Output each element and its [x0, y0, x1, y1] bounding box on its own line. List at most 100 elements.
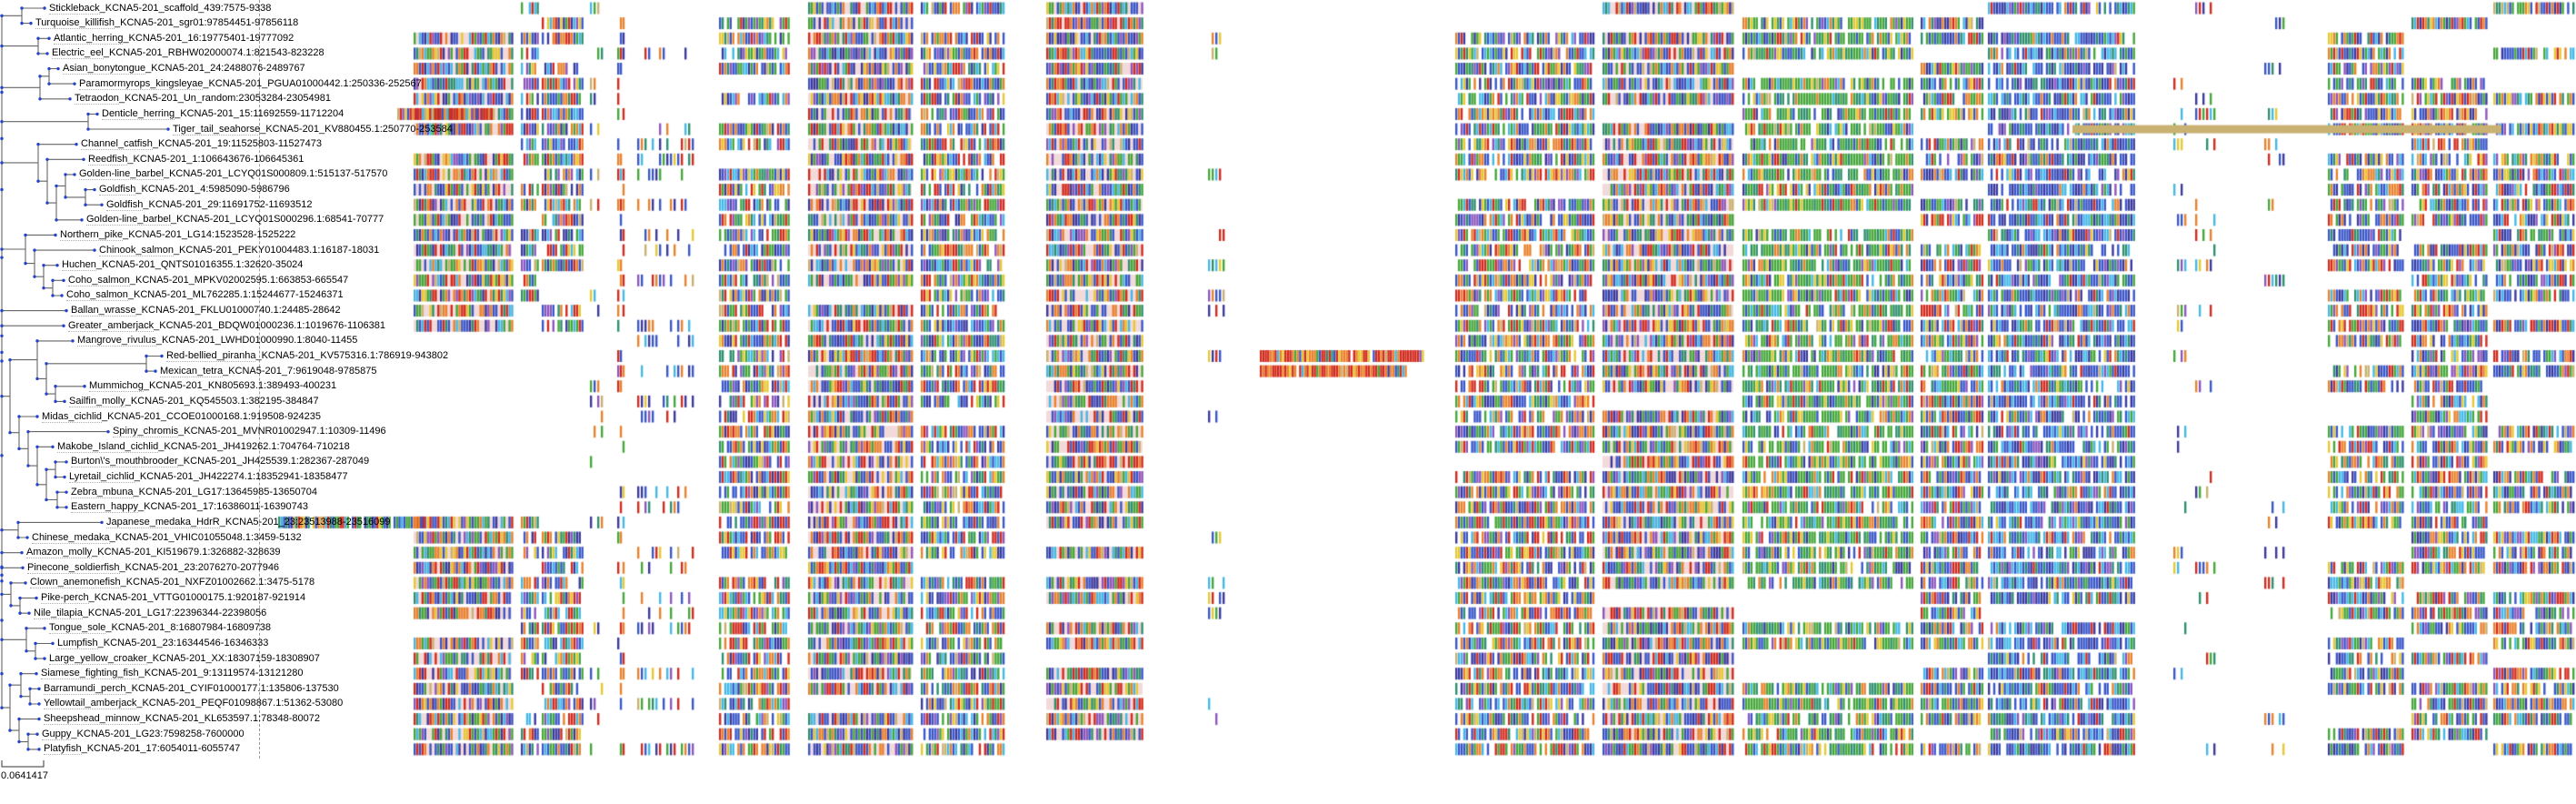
leaf-node-dot[interactable]	[73, 173, 76, 176]
internal-node-dot[interactable]	[45, 497, 48, 502]
internal-node-dot[interactable]	[36, 179, 40, 183]
internal-node-dot[interactable]	[35, 445, 39, 448]
leaf-node-dot[interactable]	[55, 264, 59, 267]
leaf-label[interactable]: Midas_cichlid_KCNA5-201_CCOE01000168.1:9…	[42, 410, 321, 423]
leaf-node-dot[interactable]	[25, 536, 29, 539]
species-name[interactable]: Japanese_medaka_HdrR	[106, 516, 220, 528]
internal-node-dot[interactable]	[0, 308, 4, 313]
internal-node-dot[interactable]	[35, 483, 39, 487]
leaf-label[interactable]: Clown_anemonefish_KCNA5-201_NXFZ01002662…	[30, 577, 315, 589]
internal-node-dot[interactable]	[8, 683, 12, 687]
internal-node-dot[interactable]	[0, 579, 4, 583]
internal-node-dot[interactable]	[19, 672, 23, 676]
leaf-node-dot[interactable]	[29, 21, 33, 25]
species-name[interactable]: Barramundi_perch	[44, 682, 126, 695]
internal-node-dot[interactable]	[0, 528, 4, 532]
internal-node-dot[interactable]	[0, 334, 4, 337]
leaf-node-dot[interactable]	[37, 702, 41, 706]
leaf-label[interactable]: Turquoise_killifish_KCNA5-201_sgr01:9785…	[35, 17, 298, 30]
species-name[interactable]: Clown_anemonefish	[30, 577, 121, 589]
internal-node-dot[interactable]	[55, 490, 59, 494]
species-name[interactable]: Asian_bonytongue	[63, 63, 146, 75]
internal-node-dot[interactable]	[17, 717, 21, 721]
species-name[interactable]: Coho_salmon	[66, 289, 128, 302]
internal-node-dot[interactable]	[35, 377, 39, 381]
species-name[interactable]: Siamese_fighting_fish	[41, 668, 139, 680]
internal-node-dot[interactable]	[51, 278, 55, 283]
species-name[interactable]: Zebra_mbuna	[71, 486, 134, 498]
internal-node-dot[interactable]	[34, 641, 37, 646]
leaf-node-dot[interactable]	[71, 339, 75, 343]
leaf-node-dot[interactable]	[106, 429, 110, 434]
leaf-label[interactable]: Mangrove_rivulus_KCNA5-201_LWHD01000990.…	[77, 335, 357, 347]
leaf-label[interactable]: Goldfish_KCNA5-201_29:11691752-11693512	[106, 198, 313, 211]
internal-node-dot[interactable]	[145, 354, 148, 358]
leaf-label[interactable]: Spiny_chromis_KCNA5-201_MVNR01002947.1:1…	[113, 426, 386, 438]
internal-node-dot[interactable]	[0, 394, 4, 398]
species-name[interactable]: Amazon_molly	[26, 547, 93, 559]
leaf-label[interactable]: Northern_pike_KCNA5-201_LG14:1523528-152…	[60, 228, 295, 241]
internal-node-dot[interactable]	[54, 399, 57, 404]
species-name[interactable]: Midas_cichlid	[42, 410, 103, 423]
leaf-node-dot[interactable]	[24, 581, 27, 585]
internal-node-dot[interactable]	[0, 324, 4, 327]
internal-node-dot[interactable]	[55, 184, 58, 188]
leaf-node-dot[interactable]	[65, 506, 68, 509]
internal-node-dot[interactable]	[45, 201, 49, 205]
leaf-node-dot[interactable]	[43, 6, 46, 10]
leaf-label[interactable]: Eastern_happy_KCNA5-201_17:16386011-1639…	[71, 501, 308, 514]
internal-node-dot[interactable]	[0, 550, 4, 555]
leaf-node-dot[interactable]	[56, 66, 60, 71]
internal-node-dot[interactable]	[20, 21, 24, 25]
leaf-label[interactable]: Burton\'s_mouthbrooder_KCNA5-201_JH42553…	[71, 456, 369, 468]
species-name[interactable]: Nile_tilapia	[34, 607, 83, 619]
leaf-node-dot[interactable]	[166, 127, 170, 131]
internal-node-dot[interactable]	[0, 592, 4, 597]
leaf-node-dot[interactable]	[27, 611, 31, 615]
leaf-node-dot[interactable]	[154, 369, 157, 373]
leaf-node-dot[interactable]	[35, 732, 39, 736]
leaf-node-dot[interactable]	[35, 596, 38, 600]
leaf-label[interactable]: Huchen_KCNA5-201_QNTS01016355.1:32620-35…	[62, 259, 303, 272]
species-name[interactable]: Goldfish	[99, 184, 136, 196]
internal-node-dot[interactable]	[34, 657, 37, 660]
leaf-node-dot[interactable]	[80, 218, 84, 222]
internal-node-dot[interactable]	[38, 97, 42, 101]
internal-node-dot[interactable]	[0, 120, 4, 124]
species-name[interactable]: Tongue_sole	[49, 622, 106, 635]
internal-node-dot[interactable]	[84, 203, 87, 206]
internal-node-dot[interactable]	[36, 142, 40, 146]
leaf-label[interactable]: Mummichog_KCNA5-201_KN805693.1:389493-40…	[89, 380, 336, 393]
leaf-node-dot[interactable]	[47, 36, 51, 40]
leaf-label[interactable]: Amazon_molly_KCNA5-201_KI519679.1:326882…	[26, 547, 280, 559]
leaf-node-dot[interactable]	[37, 748, 41, 751]
internal-node-dot[interactable]	[9, 581, 13, 585]
internal-node-dot[interactable]	[0, 247, 4, 251]
leaf-node-dot[interactable]	[82, 157, 85, 161]
species-name[interactable]: Makobe_Island_cichlid	[57, 440, 159, 453]
leaf-label[interactable]: Lumpfish_KCNA5-201_23:16344546-16346333	[57, 637, 268, 649]
species-name[interactable]: Pinecone_soldierfish	[27, 561, 120, 574]
internal-node-dot[interactable]	[38, 75, 42, 78]
species-name[interactable]: Stickleback	[49, 2, 100, 15]
internal-node-dot[interactable]	[45, 467, 48, 471]
leaf-node-dot[interactable]	[63, 475, 66, 479]
leaf-label[interactable]: Channel_catfish_KCNA5-201_19:11525803-11…	[81, 138, 322, 151]
species-name[interactable]: Denticle_herring	[102, 107, 175, 120]
leaf-node-dot[interactable]	[75, 142, 78, 146]
leaf-label[interactable]: Lyretail_cichlid_KCNA5-201_JH422274.1:18…	[69, 471, 348, 484]
leaf-label[interactable]: Red-bellied_piranha_KCNA5-201_KV575316.1…	[166, 349, 448, 362]
internal-node-dot[interactable]	[0, 256, 4, 259]
species-name[interactable]: Atlantic_herring	[54, 32, 124, 45]
leaf-label[interactable]: Pinecone_soldierfish_KCNA5-201_23:207627…	[27, 561, 279, 574]
leaf-label[interactable]: Guppy_KCNA5-201_LG23:7598258-7600000	[42, 728, 245, 740]
leaf-node-dot[interactable]	[43, 657, 46, 660]
leaf-node-dot[interactable]	[65, 490, 68, 494]
leaf-node-dot[interactable]	[100, 520, 104, 525]
internal-node-dot[interactable]	[145, 369, 148, 373]
leaf-label[interactable]: Denticle_herring_KCNA5-201_15:11692559-1…	[102, 107, 344, 120]
internal-node-dot[interactable]	[36, 36, 40, 40]
internal-node-dot[interactable]	[64, 196, 67, 199]
species-name[interactable]: Chinook_salmon	[99, 244, 174, 256]
internal-node-dot[interactable]	[20, 6, 24, 10]
